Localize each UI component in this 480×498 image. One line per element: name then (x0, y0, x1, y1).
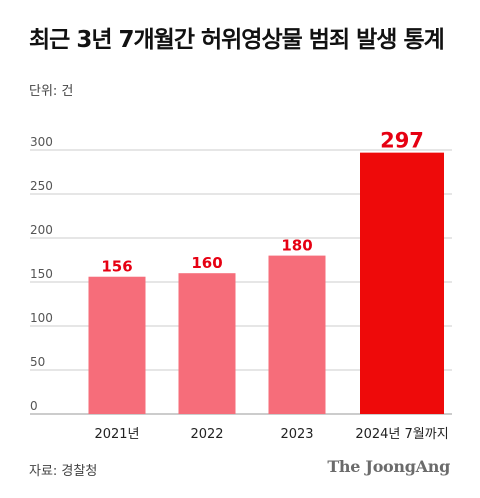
data-label: 297 (380, 129, 424, 153)
x-tick-label: 2021년 (94, 427, 139, 442)
y-tick-label: 50 (30, 355, 45, 369)
chart-title: 최근 3년 7개월간 허위영상물 범죄 발생 통계 (29, 27, 445, 53)
y-tick-label: 150 (30, 267, 53, 281)
bar (268, 255, 326, 414)
data-label: 180 (281, 237, 312, 255)
bar (178, 273, 236, 414)
source-label: 자료: 경찰청 (29, 464, 98, 479)
data-label: 156 (101, 258, 132, 276)
y-tick-label: 0 (30, 399, 38, 413)
x-tick-label: 2024년 7월까지 (355, 427, 448, 442)
y-tick-label: 250 (30, 179, 53, 193)
x-tick-label: 2023 (280, 427, 313, 442)
bar (360, 152, 444, 414)
unit-label: 단위: 건 (29, 84, 74, 99)
x-tick-label: 2022 (190, 427, 223, 442)
brand-logo: The JoongAng (327, 457, 450, 476)
y-tick-label: 200 (30, 223, 53, 237)
y-tick-label: 300 (30, 135, 53, 149)
bar (88, 276, 146, 414)
y-tick-label: 100 (30, 311, 53, 325)
data-label: 160 (191, 254, 222, 272)
